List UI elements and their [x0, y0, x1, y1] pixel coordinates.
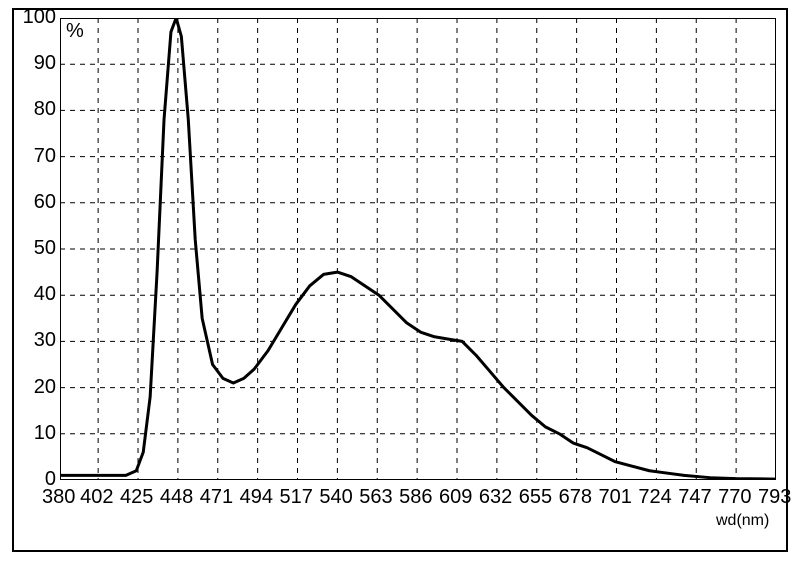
- x-tick-label: 471: [200, 486, 233, 509]
- y-tick-label: 80: [34, 98, 56, 121]
- x-tick-label: 402: [80, 486, 113, 509]
- x-tick-label: 425: [120, 486, 153, 509]
- x-tick-label: 494: [240, 486, 273, 509]
- x-tick-label: 517: [280, 486, 313, 509]
- spectrum-curve: [60, 18, 776, 479]
- y-tick-label: 90: [34, 52, 56, 75]
- x-tick-label: 770: [718, 486, 751, 509]
- chart-svg: [60, 18, 776, 480]
- y-tick-label: 30: [34, 329, 56, 352]
- x-tick-label: 701: [599, 486, 632, 509]
- y-tick-label: 50: [34, 237, 56, 260]
- y-tick-label: 20: [34, 376, 56, 399]
- x-tick-label: 586: [399, 486, 432, 509]
- y-tick-label: 40: [34, 283, 56, 306]
- x-tick-label: 380: [42, 486, 75, 509]
- x-tick-label: 793: [758, 486, 791, 509]
- x-tick-label: 632: [479, 486, 512, 509]
- x-tick-label: 563: [359, 486, 392, 509]
- x-tick-label: 678: [559, 486, 592, 509]
- x-axis-label: wd(nm): [716, 512, 769, 530]
- y-tick-label: 60: [34, 191, 56, 214]
- x-tick-label: 724: [638, 486, 671, 509]
- x-tick-label: 655: [519, 486, 552, 509]
- x-tick-label: 448: [160, 486, 193, 509]
- y-tick-label: 10: [34, 422, 56, 445]
- x-tick-label: 540: [319, 486, 352, 509]
- x-tick-label: 747: [678, 486, 711, 509]
- y-axis-label: %: [66, 20, 84, 43]
- y-tick-label: 100: [23, 6, 56, 29]
- x-tick-label: 609: [439, 486, 472, 509]
- y-tick-label: 70: [34, 145, 56, 168]
- plot-area: [60, 18, 776, 480]
